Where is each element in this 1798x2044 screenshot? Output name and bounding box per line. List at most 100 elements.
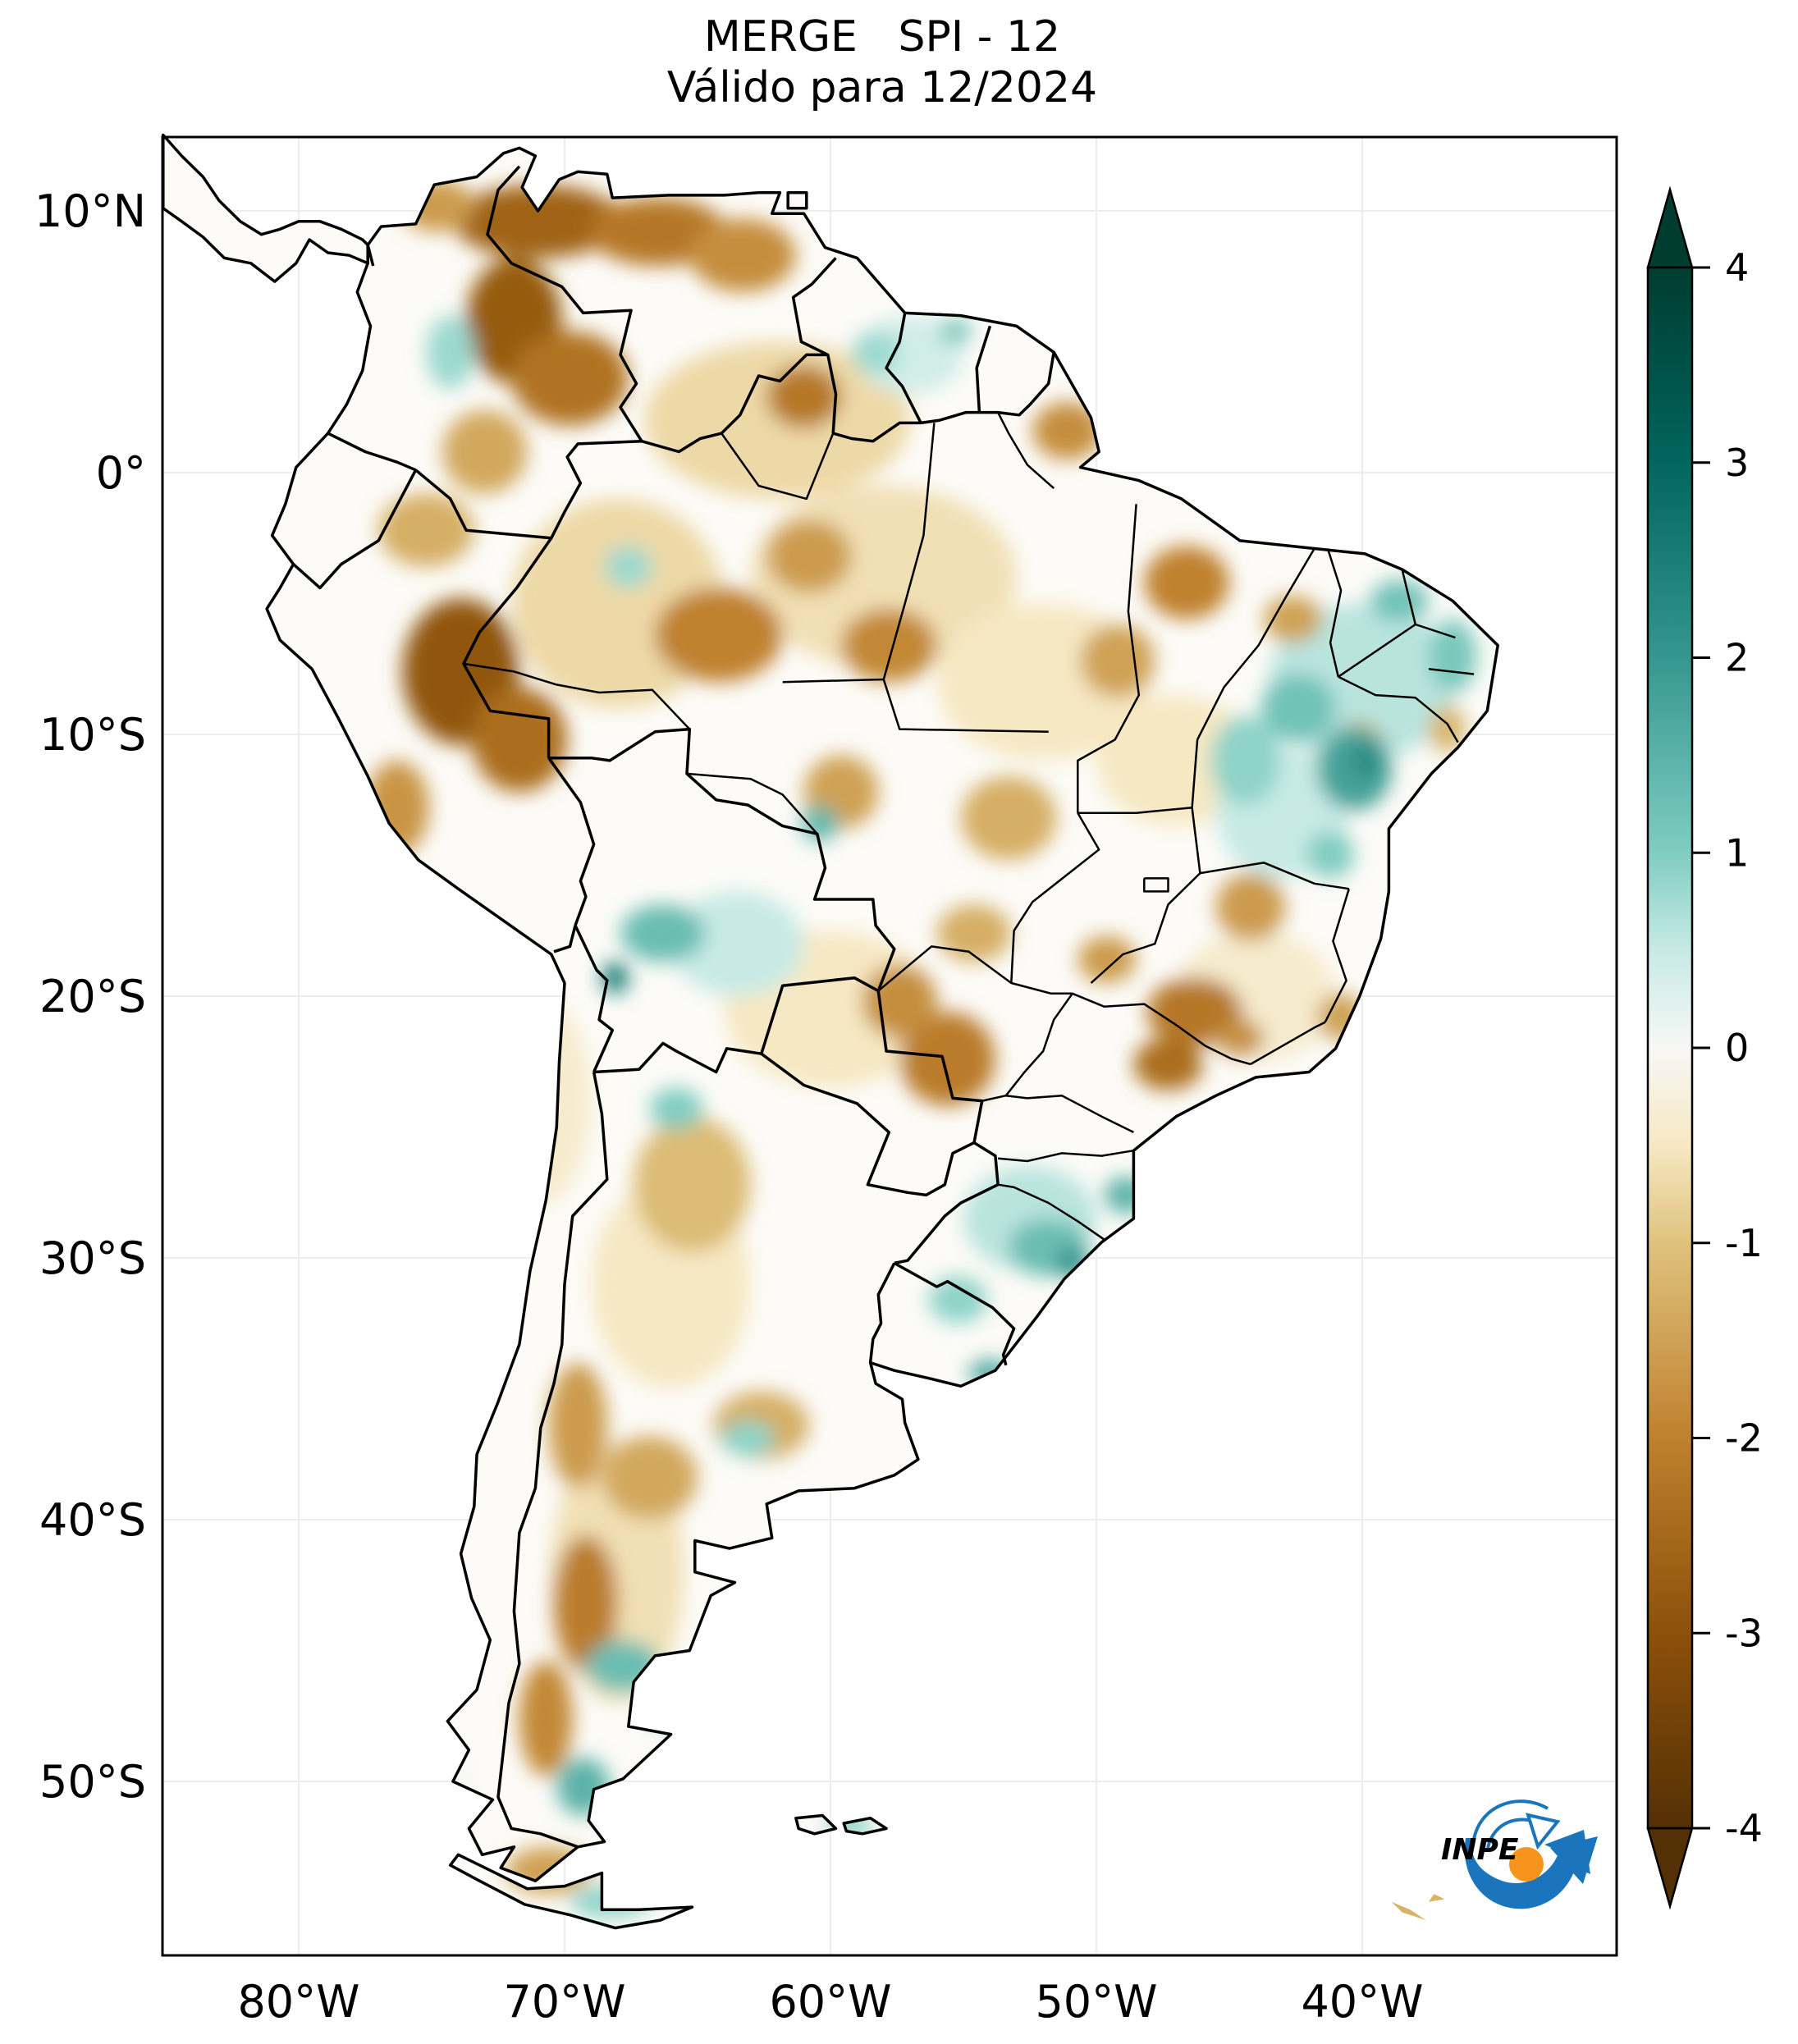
coastline	[265, 146, 1499, 1882]
country-border	[414, 469, 551, 540]
spi-anomaly-patch	[519, 1661, 573, 1776]
colorbar-tick-label: -4	[1725, 1806, 1763, 1850]
inpe-logo: INPE	[1441, 1799, 1598, 1909]
lon-tick-label: 40°W	[1301, 1976, 1423, 2028]
coastline	[786, 190, 808, 210]
country-border	[486, 165, 643, 442]
spi-anomaly-patch	[939, 318, 972, 345]
state-border	[996, 412, 1055, 490]
state-border	[981, 993, 1073, 1102]
longitude-axis: 80°W 70°W 60°W 50°W 40°W	[237, 1976, 1423, 2028]
state-border	[1415, 623, 1456, 639]
spi-anomaly-patch	[851, 331, 900, 373]
lat-tick-label: 30°S	[39, 1232, 146, 1284]
state-border	[1324, 888, 1350, 1023]
land-polygon	[450, 1854, 693, 1928]
spi-anomaly-patch	[1370, 579, 1429, 622]
country-border	[292, 469, 418, 590]
lat-tick-label: 10°N	[34, 185, 146, 237]
south-georgia-islands	[1391, 1894, 1445, 1921]
coastline	[448, 1853, 694, 1930]
land-polygon	[788, 192, 807, 208]
logo-orbit-arc-outer	[1471, 1799, 1549, 1845]
colorbar-tick-label: 0	[1725, 1026, 1749, 1070]
spi-anomaly-patch	[689, 218, 796, 292]
spi-anomaly-patch	[437, 1611, 480, 1690]
latitude-axis: 10°N 0° 10°S 20°S 30°S 40°S 50°S	[34, 185, 146, 1808]
state-border	[1090, 872, 1201, 984]
lon-tick-label: 70°W	[503, 1976, 625, 2028]
country-border	[548, 727, 896, 992]
colorbar-tick-label: -1	[1725, 1221, 1763, 1265]
coastline	[794, 1813, 838, 1836]
spi-anomaly-patch	[841, 608, 937, 683]
state-border	[782, 678, 1049, 734]
spi-anomaly-patch	[862, 964, 937, 1039]
country-border	[641, 353, 828, 454]
coastline	[842, 1816, 888, 1836]
country-border	[547, 757, 596, 926]
lon-tick-label: 80°W	[237, 1976, 359, 2028]
state-border	[1005, 1094, 1134, 1134]
lat-tick-label: 40°S	[39, 1494, 146, 1546]
spi-anomaly-patch	[899, 1012, 995, 1106]
lat-tick-label: 20°S	[39, 971, 146, 1022]
spi-anomaly-patch	[585, 1639, 661, 1693]
coastline	[162, 133, 369, 283]
spi-anomaly-patch	[1215, 873, 1285, 941]
map-frame	[161, 135, 1618, 1957]
spi-anomaly-patch	[1260, 674, 1336, 743]
island-dash	[1391, 1901, 1426, 1921]
spi-anomaly-patch	[960, 776, 1057, 861]
spi-anomaly-patch	[721, 1420, 775, 1457]
map-title: MERGE SPI - 12	[704, 12, 1060, 62]
country-border	[553, 925, 577, 953]
country-border	[593, 1041, 762, 1074]
country-border	[868, 1262, 896, 1363]
spi-anomaly-patch	[378, 493, 474, 567]
spi-anomaly-patch	[1096, 695, 1256, 826]
spi-raster-layer	[365, 179, 1477, 1918]
lon-tick-label: 50°W	[1035, 1976, 1157, 2028]
colorbar-tick-label: 1	[1725, 830, 1749, 875]
spi-anomaly-patch	[442, 409, 528, 494]
state-border	[463, 662, 691, 730]
colorbar-tick-label: -2	[1725, 1416, 1763, 1461]
map-subtitle: Válido para 12/2024	[667, 63, 1097, 112]
country-border	[876, 990, 984, 1143]
logo-arrowhead-icon	[1550, 1836, 1598, 1884]
spi-anomaly-patch	[647, 1687, 701, 1730]
logo-down-arrow-icon	[1526, 1813, 1561, 1850]
spi-anomaly-patch	[365, 760, 429, 855]
spi-anomaly-patch	[1352, 742, 1384, 780]
spi-anomaly-patch	[928, 1276, 988, 1324]
spi-anomaly-patch	[1080, 624, 1155, 698]
country-border	[885, 313, 922, 424]
spi-anomaly-patch	[426, 315, 474, 389]
country-border	[550, 439, 643, 539]
country-border	[975, 325, 992, 413]
spi-anomaly-patch	[602, 962, 629, 994]
spi-anomaly-patch	[634, 1116, 751, 1253]
spi-anomaly-patch	[1077, 935, 1137, 984]
spi-anomaly-patch	[602, 1436, 698, 1520]
state-border	[1077, 504, 1141, 813]
state-border	[877, 945, 1073, 995]
state-border	[1200, 862, 1349, 890]
spi-anomaly-patch	[1056, 1247, 1089, 1279]
spi-anomaly-patch	[1215, 1019, 1265, 1057]
spi-anomaly-patch	[1264, 595, 1323, 643]
spi-anomaly-patch	[471, 687, 568, 793]
state-border	[1250, 1021, 1326, 1065]
colorbar-tick-label: 4	[1725, 245, 1749, 290]
boundaries	[162, 133, 1499, 1930]
state-border	[1072, 992, 1251, 1066]
colorbar-bottom-arrow	[1646, 1827, 1694, 1910]
island-dash	[1429, 1894, 1445, 1902]
colorbar-tick-label: -3	[1725, 1611, 1763, 1655]
spi-anomaly-patch	[766, 365, 841, 428]
spi-anomaly-patch	[670, 891, 804, 996]
spi-anomaly-patch	[644, 341, 911, 499]
